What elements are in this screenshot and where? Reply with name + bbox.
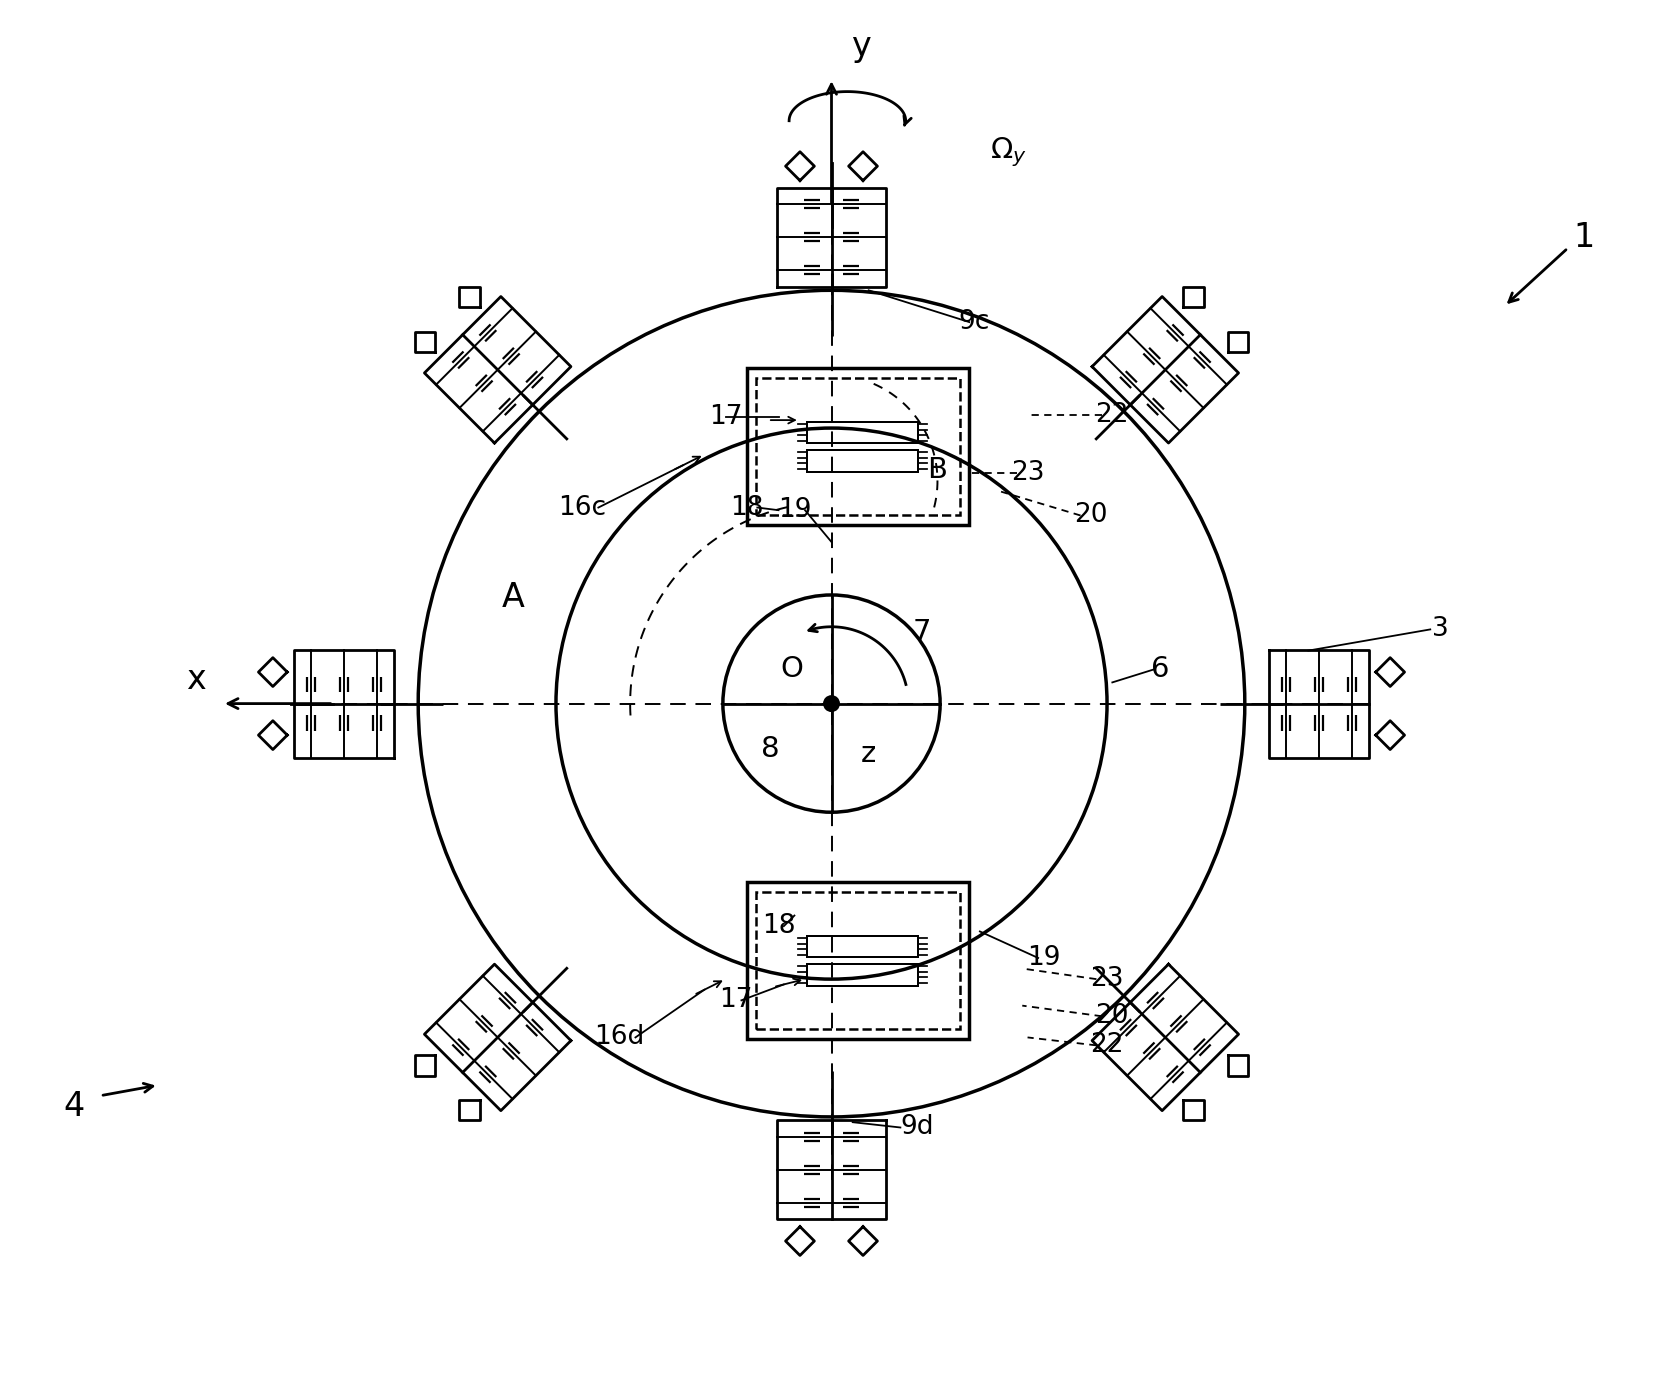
Text: z: z xyxy=(861,740,876,768)
Text: 23: 23 xyxy=(1091,966,1124,992)
Text: 22: 22 xyxy=(1096,402,1129,428)
Text: 20: 20 xyxy=(1096,1003,1129,1030)
Text: B: B xyxy=(928,456,948,485)
Text: x: x xyxy=(186,664,206,696)
Bar xyxy=(807,449,918,471)
Text: 3: 3 xyxy=(1432,617,1448,643)
Text: 7: 7 xyxy=(913,618,931,646)
Bar xyxy=(757,893,960,1030)
Circle shape xyxy=(823,696,840,712)
Bar xyxy=(807,936,918,958)
Text: 18: 18 xyxy=(730,495,763,521)
Text: $\Omega_y$: $\Omega_y$ xyxy=(991,136,1028,169)
Bar xyxy=(747,369,970,525)
Bar xyxy=(807,963,918,985)
Text: 4: 4 xyxy=(63,1089,85,1123)
Bar xyxy=(757,378,960,516)
Text: O: O xyxy=(780,656,803,683)
Bar xyxy=(807,421,918,444)
Bar xyxy=(747,883,970,1038)
Text: 17: 17 xyxy=(708,405,742,431)
Text: 6: 6 xyxy=(1151,656,1169,683)
Text: 20: 20 xyxy=(1074,503,1108,528)
Text: 22: 22 xyxy=(1091,1033,1124,1059)
Text: y: y xyxy=(851,30,870,62)
Text: 23: 23 xyxy=(1011,460,1044,486)
Text: 18: 18 xyxy=(762,913,795,940)
Text: 19: 19 xyxy=(1026,945,1061,972)
Text: 9c: 9c xyxy=(958,309,989,335)
Text: 8: 8 xyxy=(762,735,780,762)
Text: 19: 19 xyxy=(778,498,812,523)
Text: 1: 1 xyxy=(1573,220,1595,254)
Text: 9d: 9d xyxy=(900,1114,935,1141)
Text: 16c: 16c xyxy=(559,495,607,521)
Text: A: A xyxy=(502,581,526,614)
Text: 17: 17 xyxy=(720,987,753,1013)
Text: 16d: 16d xyxy=(594,1024,645,1051)
